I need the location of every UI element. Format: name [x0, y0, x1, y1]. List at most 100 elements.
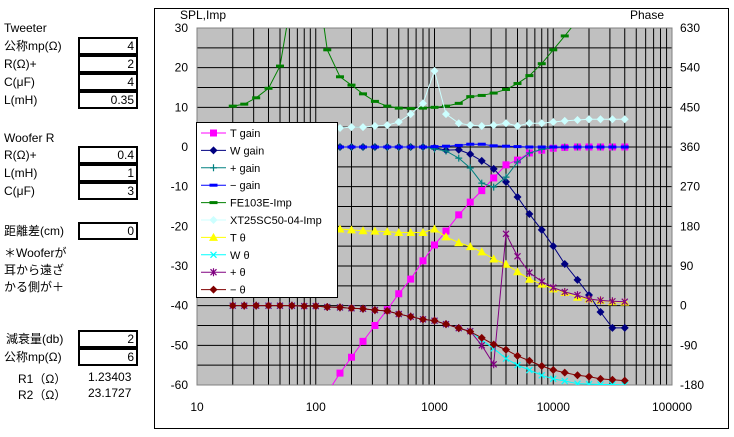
data-point-marker [383, 121, 392, 130]
data-point-marker [502, 161, 510, 169]
data-point-marker [419, 257, 427, 265]
data-point-marker [370, 226, 380, 235]
y2-tick-label: 270 [680, 180, 700, 194]
data-point-marker [514, 252, 521, 261]
distance-input[interactable]: 0 [78, 222, 138, 240]
data-point-marker [596, 145, 605, 149]
data-point-marker [513, 82, 522, 86]
data-point-marker [584, 145, 593, 149]
data-point-marker [477, 93, 486, 97]
data-point-marker [608, 115, 617, 124]
data-point-marker [490, 183, 498, 191]
data-point-marker [276, 64, 285, 68]
data-point-marker [252, 301, 261, 310]
woofer-l-input[interactable]: 1 [78, 164, 138, 182]
data-point-marker [455, 211, 463, 219]
data-point-marker [240, 301, 249, 310]
legend-label: − θ [230, 285, 246, 297]
data-point-marker [525, 145, 534, 149]
tweeter-r-label: R(Ω)+ [4, 57, 37, 71]
data-point-marker [347, 123, 356, 132]
tweeter-c-label: C(μF) [4, 75, 35, 89]
data-point-marker [573, 275, 582, 284]
legend-label: − gain [230, 180, 260, 192]
legend-item: XT25SC50-04-Imp [201, 215, 322, 227]
legend-item: − gain [201, 180, 260, 192]
data-point-marker [549, 242, 558, 251]
data-point-marker [597, 296, 604, 305]
data-point-marker [442, 110, 451, 119]
legend-label: T θ [230, 232, 246, 244]
data-point-marker [489, 121, 498, 130]
tweeter-heading: Tweeter [4, 21, 47, 35]
data-point-marker [382, 227, 392, 236]
data-point-marker [608, 323, 617, 332]
axis-ticks: 3020100-10-20-30-40-50-60630540450360270… [171, 21, 705, 414]
tweeter-impedance-input[interactable]: 4 [78, 37, 138, 55]
data-point-marker [574, 291, 581, 300]
data-point-marker [358, 226, 368, 235]
tweeter-l-input[interactable]: 0.35 [78, 91, 138, 109]
y2-tick-label: 540 [680, 61, 700, 75]
woofer-r-input[interactable]: 0.4 [78, 146, 138, 164]
data-point-marker [442, 144, 451, 148]
data-point-marker [489, 144, 498, 148]
data-point-marker [513, 267, 523, 276]
data-point-marker [489, 164, 498, 173]
data-point-marker [454, 101, 463, 105]
data-point-marker [371, 322, 379, 329]
attenuation-input[interactable]: 2 [78, 330, 138, 348]
data-point-marker [478, 187, 486, 195]
data-point-marker [478, 179, 486, 187]
data-point-marker [406, 312, 415, 321]
data-point-marker [585, 3, 593, 6]
data-point-marker [514, 361, 521, 369]
data-point-marker [335, 145, 344, 149]
data-point-marker [228, 301, 237, 310]
data-point-marker [620, 376, 629, 385]
data-point-marker [513, 192, 522, 201]
woofer-heading: Woofer R [4, 131, 55, 145]
data-point-marker [370, 145, 379, 149]
data-point-marker [477, 247, 487, 256]
y-tick-label: 10 [175, 100, 189, 114]
data-point-marker [525, 356, 534, 365]
data-point-marker [209, 285, 218, 294]
tweeter-c-input[interactable]: 4 [78, 73, 138, 91]
y-tick-label: -20 [171, 219, 189, 233]
r2-label: R2（Ω） [18, 388, 67, 402]
series-line [232, 28, 572, 110]
series-line [232, 305, 625, 382]
y2-tick-label: -180 [680, 378, 704, 392]
data-point-marker [502, 173, 510, 181]
tweeter-r-input[interactable]: 2 [78, 55, 138, 73]
data-point-marker [573, 116, 582, 125]
data-point-marker [394, 145, 403, 149]
r1-value: 1.23403 [88, 370, 132, 384]
attenuator-impedance-input[interactable]: 6 [78, 348, 138, 366]
woofer-c-input[interactable]: 3 [78, 182, 138, 200]
data-point-marker [513, 351, 522, 360]
data-point-marker [406, 228, 416, 237]
data-point-marker [502, 355, 510, 362]
data-point-marker [264, 301, 273, 310]
x-tick-label: 100000 [652, 400, 692, 414]
data-point-marker [561, 377, 569, 385]
woofer-r-label: R(Ω)+ [4, 148, 37, 162]
data-point-marker [549, 48, 558, 52]
y-tick-label: 0 [181, 140, 188, 154]
data-point-marker [501, 144, 510, 148]
data-point-marker [501, 119, 510, 128]
data-point-marker [370, 306, 379, 315]
data-point-marker [560, 145, 569, 149]
legend-box [196, 122, 338, 298]
data-point-marker [394, 310, 403, 319]
y2-tick-label: 360 [680, 140, 700, 154]
legend-item: + gain [201, 163, 260, 175]
data-point-marker [466, 142, 475, 146]
legend-label: + gain [230, 163, 260, 175]
data-point-marker [394, 118, 403, 127]
data-point-marker [585, 295, 593, 304]
tweeter-l-label: L(mH) [4, 93, 38, 107]
